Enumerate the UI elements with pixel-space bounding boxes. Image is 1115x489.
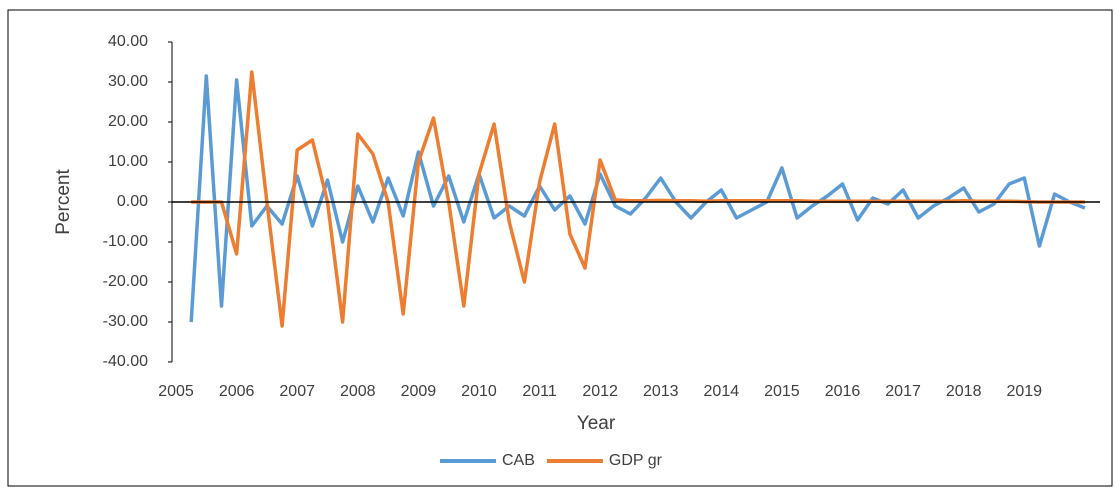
x-tick-label: 2017 [885,383,921,400]
chart-frame [7,9,1113,487]
series-line [189,74,1086,323]
x-tick-label: 2010 [461,383,497,400]
y-tick-label: -40.00 [103,353,148,370]
x-tick-label: 2015 [764,383,800,400]
x-tick-label: 2013 [643,383,679,400]
x-tick-label: 2007 [279,383,315,400]
series-line [191,70,1085,328]
x-tick-label: 2005 [158,383,194,400]
y-tick-label: 30.00 [108,73,148,90]
y-axis-label: Percent [53,169,74,235]
y-tick-label: 0.00 [117,193,148,210]
x-tick-label: 2009 [401,383,437,400]
x-tick-label: 2008 [340,383,376,400]
y-tick-label: -10.00 [103,233,148,250]
legend-label: CAB [502,452,535,469]
x-tick-label: 2018 [946,383,982,400]
y-tick-label: -20.00 [103,273,148,290]
legend-label: GDP gr [609,452,663,469]
y-tick-label: 10.00 [108,153,148,170]
y-tick-label: 20.00 [108,113,148,130]
x-tick-label: 2011 [522,383,557,400]
x-axis-label: Year [577,413,616,434]
x-tick-label: 2016 [825,383,861,400]
x-tick-label: 2014 [704,383,740,400]
y-tick-label: -30.00 [103,313,148,330]
x-tick-label: 2019 [1006,383,1042,400]
x-tick-label: 2012 [582,383,618,400]
y-tick-label: 40.00 [108,33,148,50]
x-tick-label: 2006 [219,383,255,400]
